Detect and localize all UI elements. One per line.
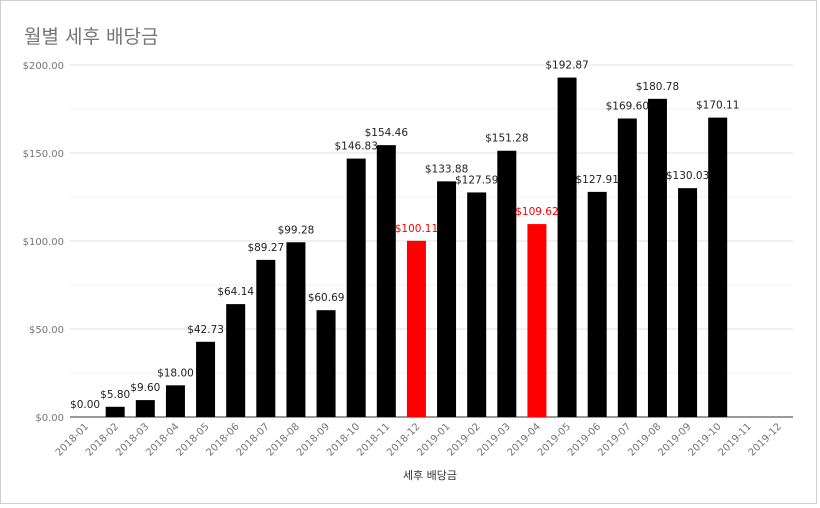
x-axis-ticks: 2018-012018-022018-032018-042018-052018-… [54,421,784,458]
bar-2018-06[interactable] [226,304,246,417]
data-label-2018-04: $18.00 [157,367,194,379]
bar-2018-08[interactable] [286,242,306,417]
data-label-2018-11: $154.46 [365,127,409,139]
bar-2019-07[interactable] [617,118,637,417]
bar-2019-06[interactable] [587,191,607,417]
bar-2019-04[interactable] [527,224,547,417]
bar-2018-04[interactable] [165,385,185,417]
bar-2019-05[interactable] [557,77,577,417]
data-label-2018-02: $5.80 [100,389,130,401]
bar-2018-09[interactable] [316,310,336,417]
data-label-2019-03: $151.28 [485,133,528,145]
data-label-2018-08: $99.28 [278,224,315,236]
data-label-2018-07: $89.27 [247,242,284,254]
bar-2018-07[interactable] [256,259,276,417]
chart-title: 월별 세후 배당금 [24,26,159,48]
x-tick-label: 2019-12 [747,421,784,458]
data-label-2018-10: $146.83 [334,141,377,153]
data-label-2019-07: $169.60 [606,101,649,113]
data-label-2018-09: $60.69 [308,292,345,304]
data-label-2018-01: $0.00 [70,399,100,411]
data-label-2019-02: $127.59 [455,174,498,186]
y-tick-label: $50.00 [29,325,64,336]
bar-2018-05[interactable] [196,341,216,417]
bar-2018-10[interactable] [346,158,366,417]
data-label-2019-09: $130.03 [666,170,709,182]
bar-2018-02[interactable] [105,406,125,417]
data-label-2019-08: $180.78 [636,81,679,93]
bar-2018-11[interactable] [376,145,396,418]
x-axis-title: 세후 배당금 [403,469,457,482]
data-label-2019-01: $133.88 [425,163,468,175]
bar-2019-03[interactable] [497,150,517,417]
data-label-2018-05: $42.73 [187,324,224,336]
data-label-2018-03: $9.60 [130,382,160,394]
bar-2018-03[interactable] [135,400,155,417]
y-tick-label: $200.00 [23,61,64,72]
bar-2019-08[interactable] [647,98,667,417]
data-label-2019-06: $127.91 [575,174,618,186]
y-tick-label: $150.00 [23,149,64,160]
bar-2019-01[interactable] [437,181,457,417]
bar-2019-09[interactable] [678,188,698,417]
bar-2018-12[interactable] [406,240,426,417]
bar-2019-02[interactable] [467,192,487,417]
y-axis-ticks: $0.00 $50.00 $100.00 $150.00 $200.00 [23,61,64,424]
bar-2019-10[interactable] [708,117,728,418]
data-label-2019-04: $109.62 [515,206,558,218]
data-labels: $0.00$5.80$9.60 $18.00 $42.73 $64.14 $89.27 $… [70,60,739,411]
data-label-2019-05: $192.87 [545,60,588,72]
data-label-2018-06: $64.14 [217,286,254,298]
bars [105,77,728,418]
data-label-2019-10: $170.11 [696,100,739,112]
y-tick-label: $100.00 [23,237,64,248]
gridlines [70,64,793,418]
data-label-2018-12: $100.11 [395,223,438,235]
y-tick-label: $0.00 [35,413,64,424]
